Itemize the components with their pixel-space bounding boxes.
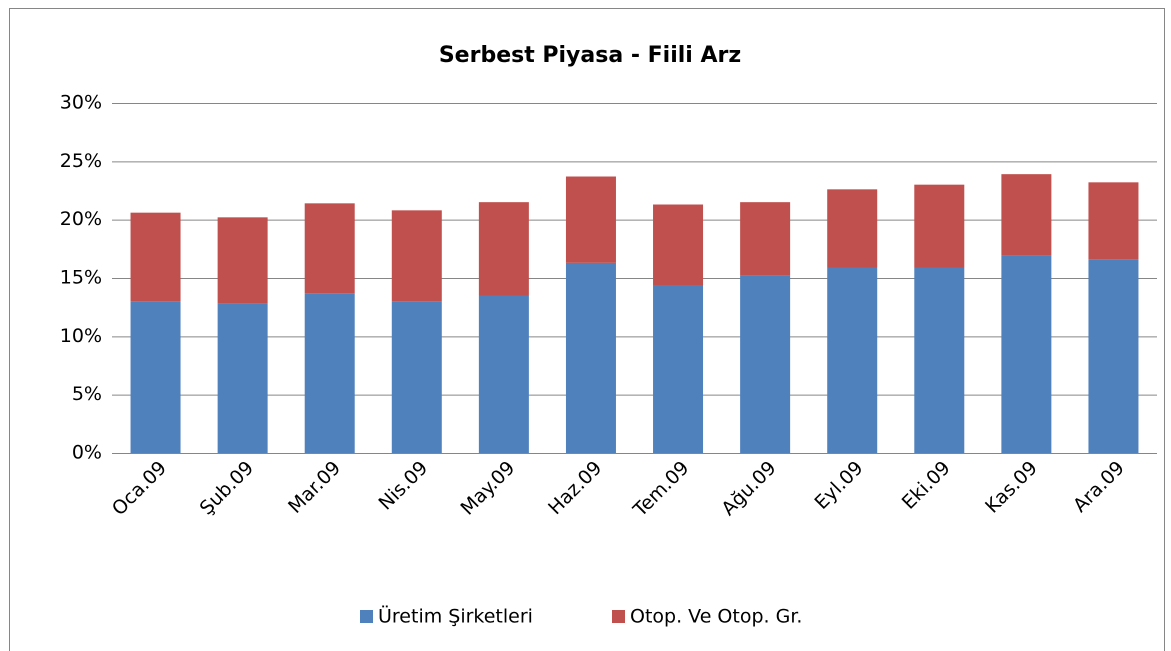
- bar-segment: [827, 189, 878, 268]
- bar-segment: [740, 275, 791, 453]
- bar-segment: [304, 293, 355, 453]
- bar-segment: [217, 303, 268, 453]
- bar-segment: [304, 203, 355, 294]
- bar-segment: [391, 210, 442, 302]
- bar-segment: [740, 202, 791, 276]
- legend-swatch: [612, 610, 625, 623]
- bar-segment: [1088, 182, 1139, 260]
- bar-segment: [827, 267, 878, 453]
- y-tick-label: 30%: [60, 92, 102, 114]
- bar-segment: [914, 184, 965, 268]
- bar-segment: [1088, 259, 1139, 453]
- bar-segment: [130, 301, 181, 453]
- chart-title: Serbest Piyasa - Fiili Arz: [439, 43, 741, 68]
- bar-segment: [217, 217, 268, 304]
- y-tick-label: 5%: [72, 383, 102, 405]
- bar-segment: [914, 267, 965, 453]
- bar-segment: [1001, 174, 1052, 256]
- bar-segment: [653, 204, 704, 285]
- bar-segment: [478, 295, 529, 453]
- bar-segment: [565, 262, 616, 453]
- y-tick-label: 25%: [60, 150, 102, 172]
- bar-segment: [653, 285, 704, 453]
- y-tick-label: 15%: [60, 267, 102, 289]
- legend-label: Otop. Ve Otop. Gr.: [630, 606, 802, 628]
- y-tick-label: 20%: [60, 208, 102, 230]
- bar-segment: [478, 202, 529, 296]
- bar-segment: [391, 301, 442, 453]
- y-tick-label: 0%: [72, 442, 102, 464]
- bar-segment: [565, 176, 616, 263]
- legend-label: Üretim Şirketleri: [378, 605, 533, 628]
- legend-swatch: [360, 610, 373, 623]
- y-tick-label: 10%: [60, 325, 102, 347]
- bar-segment: [130, 212, 181, 302]
- bar-segment: [1001, 255, 1052, 453]
